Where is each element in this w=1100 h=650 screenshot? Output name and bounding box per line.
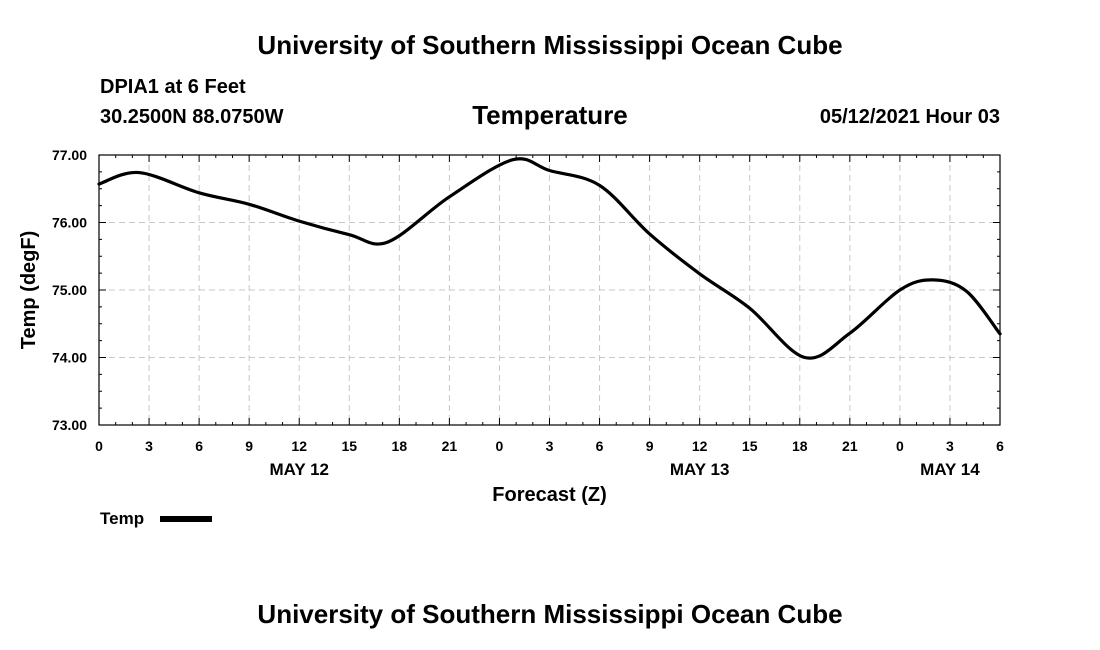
- y-tick-label: 75.00: [52, 282, 87, 298]
- y-tick-label: 77.00: [52, 147, 87, 163]
- x-tick-label: 0: [496, 438, 504, 454]
- x-tick-label: 6: [596, 438, 604, 454]
- y-tick-label: 73.00: [52, 417, 87, 433]
- header-title: University of Southern Mississippi Ocean…: [257, 30, 843, 60]
- x-tick-label: 12: [291, 438, 307, 454]
- station-coords: 30.2500N 88.0750W: [100, 106, 284, 128]
- forecast-datetime: 05/12/2021 Hour 03: [819, 106, 1000, 128]
- chart-title: Temperature: [472, 100, 628, 130]
- legend-label: Temp: [100, 509, 145, 528]
- x-tick-label: 9: [646, 438, 654, 454]
- x-tick-label: 6: [195, 438, 203, 454]
- x-tick-label: 3: [946, 438, 954, 454]
- x-tick-label: 9: [245, 438, 253, 454]
- x-tick-label: 0: [896, 438, 904, 454]
- x-tick-label: 0: [95, 438, 103, 454]
- footer-title: University of Southern Mississippi Ocean…: [257, 599, 843, 629]
- date-label: MAY 13: [670, 460, 730, 479]
- x-tick-label: 21: [842, 438, 858, 454]
- x-tick-label: 18: [792, 438, 808, 454]
- y-tick-label: 76.00: [52, 215, 87, 231]
- x-tick-label: 3: [145, 438, 153, 454]
- x-tick-label: 12: [692, 438, 708, 454]
- x-tick-label: 6: [996, 438, 1004, 454]
- date-label: MAY 12: [269, 460, 329, 479]
- y-tick-label: 74.00: [52, 350, 87, 366]
- station-label: DPIA1 at 6 Feet: [100, 76, 246, 98]
- x-tick-label: 18: [392, 438, 408, 454]
- y-axis-label: Temp (degF): [18, 231, 40, 350]
- date-label: MAY 14: [920, 460, 980, 479]
- x-tick-label: 3: [546, 438, 554, 454]
- series-line-temp: [97, 157, 1002, 360]
- x-tick-label: 15: [742, 438, 758, 454]
- x-tick-label: 21: [442, 438, 458, 454]
- x-tick-label: 15: [341, 438, 357, 454]
- legend-swatch: [160, 516, 212, 522]
- x-axis-label: Forecast (Z): [492, 484, 606, 506]
